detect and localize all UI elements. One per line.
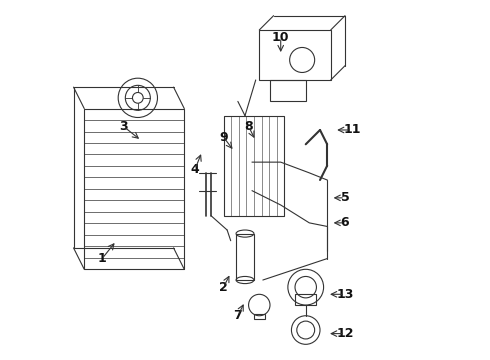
Text: 9: 9 [219,131,228,144]
Text: 6: 6 [341,216,349,229]
Text: 2: 2 [219,281,228,294]
Bar [295,294,317,305]
Text: 4: 4 [191,163,199,176]
Text: 13: 13 [336,288,354,301]
Text: 5: 5 [341,192,349,204]
Text: 10: 10 [272,31,290,44]
Bar [254,314,265,319]
Text: 8: 8 [244,120,253,133]
Bar [236,234,254,280]
Text: 1: 1 [98,252,106,265]
Text: 12: 12 [336,327,354,340]
Text: 3: 3 [119,120,128,133]
Bar [223,116,284,216]
Bar [270,80,306,102]
Bar [84,109,184,269]
Bar [259,30,331,80]
Text: 11: 11 [343,123,361,136]
Text: 7: 7 [233,309,242,322]
